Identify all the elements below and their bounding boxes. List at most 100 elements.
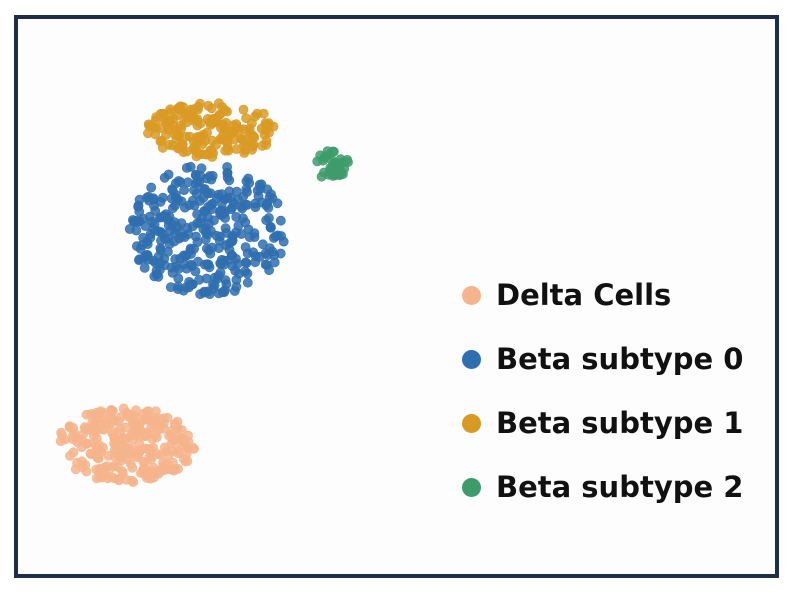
point-delta-cells	[121, 422, 131, 433]
point-beta-subtype-2	[330, 169, 341, 180]
point-delta-cells	[91, 441, 102, 452]
point-beta-subtype-0	[254, 179, 265, 190]
point-beta-subtype-1	[206, 144, 217, 155]
point-beta-subtype-1	[238, 104, 249, 115]
point-beta-subtype-0	[135, 243, 146, 254]
point-beta-subtype-1	[206, 118, 217, 129]
legend-label-beta-subtype-0: Beta subtype 0	[496, 342, 744, 376]
point-beta-subtype-0	[157, 192, 168, 203]
point-delta-cells	[60, 434, 70, 445]
point-delta-cells	[114, 475, 124, 486]
point-delta-cells	[176, 425, 187, 435]
point-delta-cells	[118, 403, 129, 414]
legend-item-delta-cells: Delta Cells	[462, 278, 743, 312]
point-delta-cells	[91, 407, 102, 418]
point-delta-cells	[143, 406, 154, 417]
point-beta-subtype-0	[207, 170, 218, 181]
point-beta-subtype-0	[268, 232, 279, 243]
point-beta-subtype-1	[241, 113, 251, 124]
point-beta-subtype-0	[216, 198, 227, 209]
point-beta-subtype-0	[242, 277, 253, 288]
point-beta-subtype-0	[155, 227, 166, 237]
point-beta-subtype-0	[173, 284, 183, 295]
point-beta-subtype-0	[185, 279, 196, 290]
point-beta-subtype-0	[221, 279, 232, 289]
point-beta-subtype-0	[275, 215, 286, 226]
point-delta-cells	[91, 433, 102, 443]
point-delta-cells	[158, 457, 168, 468]
point-beta-subtype-0	[151, 269, 162, 280]
point-beta-subtype-1	[264, 127, 274, 138]
point-delta-cells	[178, 436, 188, 447]
point-beta-subtype-0	[243, 173, 254, 184]
point-delta-cells	[144, 452, 155, 463]
point-beta-subtype-0	[262, 260, 272, 270]
point-delta-cells	[78, 429, 89, 440]
point-beta-subtype-0	[231, 186, 242, 197]
point-delta-cells	[65, 422, 75, 433]
point-beta-subtype-0	[201, 273, 212, 284]
point-delta-cells	[91, 464, 102, 475]
point-beta-subtype-0	[231, 274, 242, 285]
point-beta-subtype-1	[150, 115, 161, 126]
point-delta-cells	[95, 472, 105, 483]
point-beta-subtype-2	[335, 158, 346, 169]
point-beta-subtype-0	[139, 262, 150, 273]
point-beta-subtype-0	[173, 176, 184, 186]
point-delta-cells	[150, 430, 161, 441]
point-beta-subtype-0	[242, 199, 253, 210]
point-beta-subtype-0	[198, 224, 209, 235]
point-delta-cells	[116, 412, 126, 422]
point-beta-subtype-1	[258, 108, 269, 119]
point-beta-subtype-0	[257, 239, 268, 250]
point-delta-cells	[87, 417, 98, 428]
point-delta-cells	[188, 442, 199, 453]
point-delta-cells	[82, 438, 92, 449]
point-beta-subtype-0	[222, 167, 233, 178]
point-beta-subtype-0	[148, 193, 159, 204]
point-beta-subtype-0	[263, 202, 274, 213]
point-beta-subtype-0	[249, 228, 260, 238]
point-beta-subtype-0	[176, 196, 187, 207]
point-beta-subtype-1	[184, 131, 195, 142]
point-beta-subtype-0	[225, 192, 236, 203]
point-beta-subtype-1	[155, 136, 166, 147]
scatter-points	[55, 98, 353, 487]
point-beta-subtype-0	[170, 190, 181, 200]
point-beta-subtype-1	[248, 141, 258, 152]
point-beta-subtype-1	[231, 144, 242, 154]
point-delta-cells	[107, 416, 118, 427]
point-beta-subtype-0	[130, 215, 141, 226]
point-beta-subtype-1	[195, 118, 206, 129]
point-beta-subtype-0	[242, 268, 253, 279]
point-delta-cells	[80, 459, 91, 470]
point-beta-subtype-0	[203, 202, 213, 212]
legend-label-beta-subtype-1: Beta subtype 1	[496, 406, 744, 440]
point-beta-subtype-0	[240, 257, 251, 268]
point-beta-subtype-1	[181, 110, 192, 121]
point-beta-subtype-0	[176, 218, 187, 228]
point-beta-subtype-0	[203, 259, 214, 270]
point-beta-subtype-0	[187, 195, 198, 206]
point-delta-cells	[151, 416, 162, 427]
point-beta-subtype-1	[217, 102, 227, 112]
point-beta-subtype-0	[267, 246, 278, 257]
point-beta-subtype-1	[158, 109, 169, 120]
point-beta-subtype-1	[216, 134, 227, 145]
point-delta-cells	[148, 468, 159, 478]
point-delta-cells	[170, 419, 180, 430]
point-beta-subtype-0	[213, 270, 224, 281]
point-beta-subtype-0	[220, 223, 231, 234]
point-beta-subtype-1	[164, 117, 175, 127]
point-beta-subtype-0	[167, 267, 178, 278]
legend-item-beta-subtype-0: Beta subtype 0	[462, 342, 743, 376]
point-delta-cells	[180, 456, 191, 467]
point-beta-subtype-0	[189, 243, 199, 254]
legend-item-beta-subtype-2: Beta subtype 2	[462, 470, 743, 504]
point-beta-subtype-1	[249, 132, 260, 143]
legend-marker-beta-subtype-1	[462, 413, 481, 433]
point-beta-subtype-0	[229, 286, 240, 296]
point-delta-cells	[170, 464, 181, 475]
legend-item-beta-subtype-1: Beta subtype 1	[462, 406, 743, 440]
